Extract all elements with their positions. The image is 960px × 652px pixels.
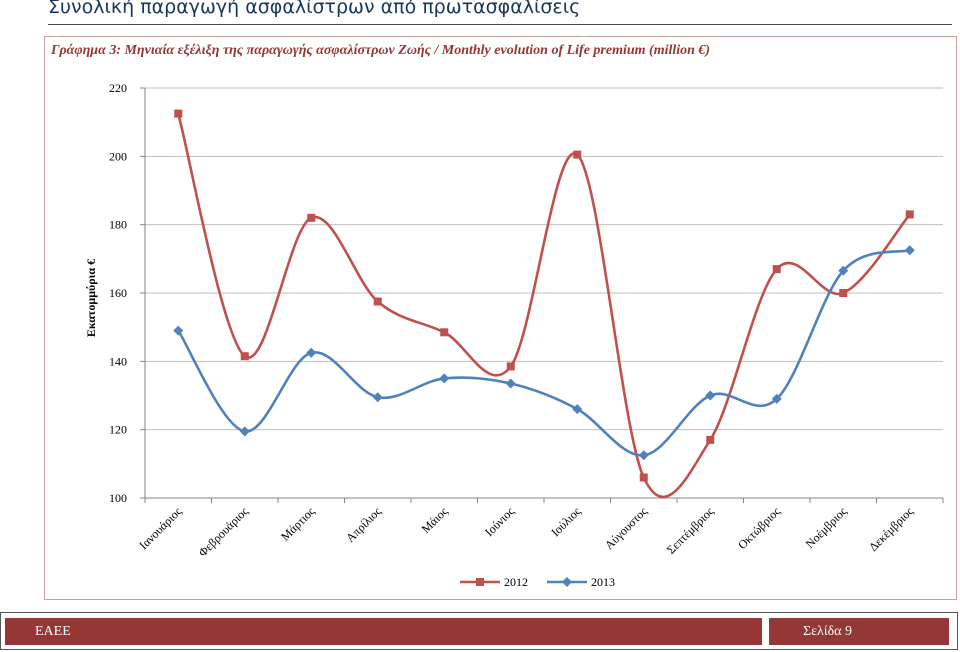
data-point-2013 [239,426,250,437]
y-tick-label-140: 140 [109,354,127,368]
data-point-2012 [639,473,648,482]
data-point-2013 [572,404,583,415]
x-tick-label: Οκτώβριος [735,504,783,552]
data-point-2012 [839,289,848,297]
y-axis-label: Εκατομμύρια € [84,259,98,337]
y-axis-title: Εκατομμύρια € [84,259,98,337]
data-point-2013 [505,378,516,389]
data-point-2012 [174,109,183,118]
x-tick-label: Μάρτιος [278,504,318,544]
data-point-2013 [838,265,849,276]
data-point-2013 [372,392,383,403]
x-tick-label: Μάιος [419,504,451,536]
data-point-2012 [772,265,781,274]
page-header: Συνολική παραγωγή ασφαλίστρων από πρωτασ… [48,0,952,25]
series-line-2012 [176,113,911,499]
x-tick-label: Αύγουστος [602,504,650,552]
page-footer: ΕΑΕΕ Σελίδα 9 [0,612,958,650]
chart-title: Γράφημα 3: Μηνιαία εξέλιξη της παραγωγής… [51,43,711,58]
x-tick-label: Ιούνιος [482,504,517,539]
data-point-2013 [771,393,782,404]
footer-right-bar: Σελίδα 9 [769,618,949,645]
data-point-2013 [306,347,317,358]
y-tick-label-160: 160 [109,286,127,300]
y-tick-label-100: 100 [109,491,127,505]
line-chart: 100 120 140 160 180 200 220 Ιανουάριος Φεβρουάρ… [84,81,944,589]
x-tick-label: Νοέμβριος [803,504,850,551]
page-number: Σελίδα 9 [803,624,853,639]
page-title: Συνολική παραγωγή ασφαλίστρων από πρωτασ… [48,0,581,18]
y-tick-label-180: 180 [109,218,127,232]
legend-label-2012: 2012 [504,575,528,589]
chart-frame: Γράφημα 3: Μηνιαία εξέλιξη της παραγωγής… [44,36,957,600]
series-lines [176,113,911,499]
series-line-2013 [177,249,911,457]
data-point-2012 [573,150,582,159]
x-tick-label: Δεκέμβριος [866,504,916,554]
data-point-2012 [905,210,914,219]
y-tick-label-120: 120 [109,423,127,437]
x-tick-labels: Ιανουάριος Φεβρουάριος Μάρτιος Απρίλιος Μάιο… [136,504,916,559]
legend-marker-2013 [562,577,572,587]
y-tick-label-220: 220 [109,81,127,95]
x-tick-label: Ιούλιος [548,504,583,539]
data-point-2013 [173,325,184,336]
data-point-2013 [638,450,649,461]
legend: 2012 2013 [460,575,615,589]
footer-left-bar: ΕΑΕΕ [5,618,762,645]
data-point-2012 [706,435,715,444]
y-tick-labels: 100 120 140 160 180 200 220 [109,81,127,505]
legend-label-2013: 2013 [591,575,615,589]
axes [140,87,944,503]
data-point-2012 [440,328,449,337]
footer-organization: ΕΑΕΕ [35,624,71,639]
data-point-2012 [240,352,249,361]
data-point-2013 [439,373,450,384]
series-markers [173,109,915,482]
data-point-2013 [904,245,915,256]
x-tick-label: Φεβρουάριος [196,504,251,559]
data-point-2012 [373,297,382,306]
data-point-2013 [705,390,716,401]
gridlines [145,87,943,431]
y-tick-label-200: 200 [109,149,127,163]
x-tick-label: Σεπτέμβριος [664,504,717,557]
x-tick-label: Απρίλιος [343,504,384,545]
data-point-2012 [307,213,316,222]
data-point-2012 [506,362,515,371]
legend-marker-2012 [476,578,484,586]
x-tick-label: Ιανουάριος [136,504,184,552]
